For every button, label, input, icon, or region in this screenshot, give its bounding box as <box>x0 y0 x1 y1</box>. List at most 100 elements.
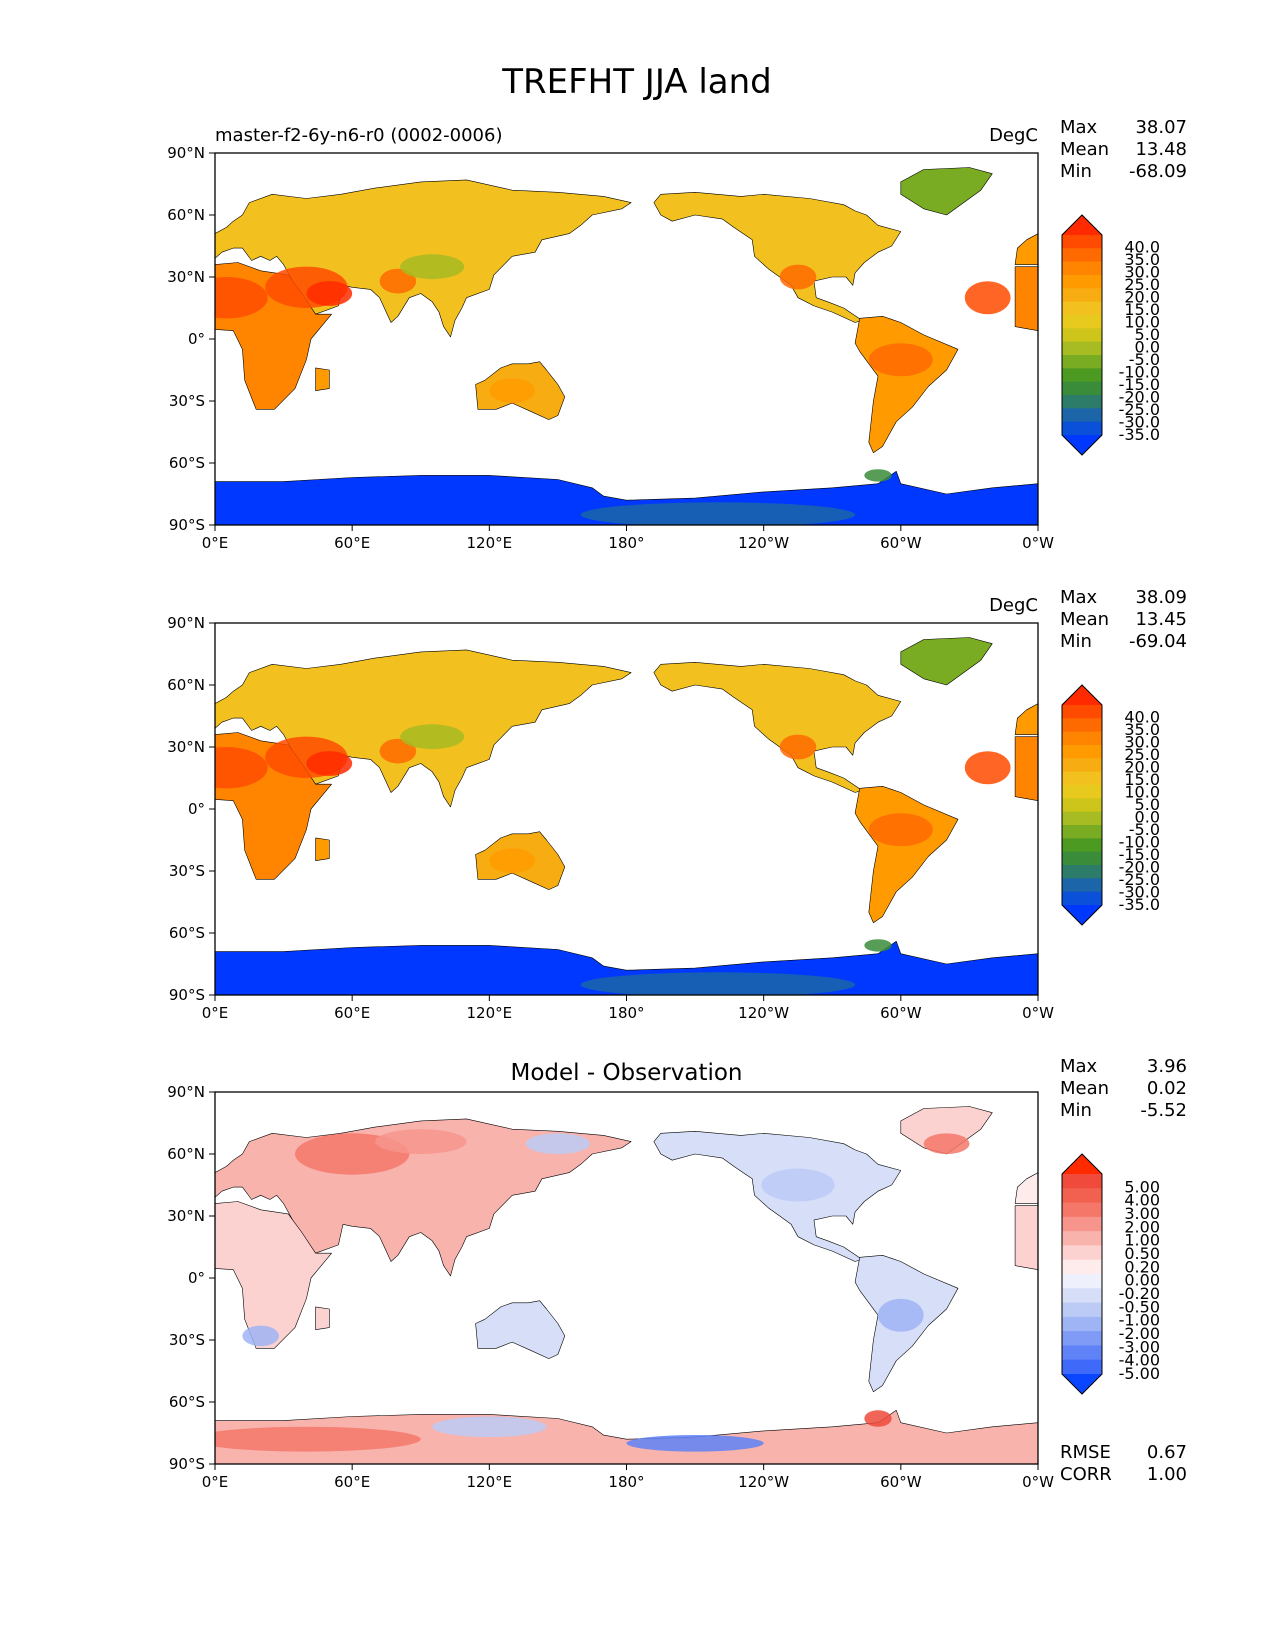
colorbar-segment <box>1062 341 1102 356</box>
stat-corr-value: 1.00 <box>1147 1464 1187 1485</box>
colorbar-segment <box>1062 421 1102 436</box>
stat-corr-label: CORR <box>1060 1464 1112 1485</box>
field-core <box>877 1298 924 1332</box>
colorbar-level-label: -5.00 <box>1119 1364 1160 1383</box>
colorbar: 40.035.030.025.020.015.010.05.00.0-5.0-1… <box>1061 214 1160 456</box>
land-north-america <box>653 192 902 323</box>
stat-mean-value: 13.48 <box>1135 139 1187 160</box>
colorbar-level-label: -3.00 <box>1119 1337 1160 1356</box>
field-core <box>375 1129 467 1154</box>
stats-block: Max 3.96 Mean 0.02 Min -5.52 RMSE 0.67 CORR 1.00 <box>1060 1056 1187 1485</box>
y-tick-label: 30°S <box>169 1331 205 1349</box>
x-tick-label: 0°W <box>1022 534 1054 552</box>
colorbar-segment <box>1062 758 1102 773</box>
field-core <box>400 254 465 280</box>
colorbar: 5.004.003.002.001.000.500.200.00-0.20-0.… <box>1061 1153 1160 1395</box>
land-field <box>215 637 1038 995</box>
field-core <box>864 469 892 482</box>
colorbar-level-label: 2.00 <box>1124 1217 1160 1236</box>
colorbar-level-label: 3.00 <box>1124 1204 1160 1223</box>
colorbar-segment <box>1062 368 1102 383</box>
colorbar-segment <box>1062 355 1102 369</box>
stat-min-value: -68.09 <box>1129 161 1187 182</box>
colorbar-level-label: -0.20 <box>1119 1284 1160 1303</box>
colorbar-level-label: -0.50 <box>1119 1297 1160 1316</box>
stat-max-label: Max <box>1060 117 1098 138</box>
colorbar-level-label: 0.0 <box>1135 338 1160 357</box>
colorbar-level-label: -10.0 <box>1119 833 1160 852</box>
field-core <box>864 1410 892 1427</box>
land-west-africa-wrap <box>1014 266 1038 331</box>
colorbar-segment <box>1062 825 1102 839</box>
colorbar-level-label: 15.0 <box>1124 770 1160 789</box>
y-tick-label: 60°N <box>167 206 205 224</box>
land-greenland <box>900 167 993 216</box>
map-panel-2: 0°E 60°E 120°E 180° 120°W 60°W 0°W 90°N 60°N 30°N… <box>167 587 1187 1022</box>
y-tick-label: 60°N <box>167 1145 205 1163</box>
colorbar-outline <box>1061 684 1103 926</box>
y-tick-label: 0° <box>188 1269 205 1287</box>
colorbar-segment <box>1062 731 1102 746</box>
colorbar-level-label: -35.0 <box>1119 425 1160 444</box>
x-tick-label: 60°W <box>880 534 922 552</box>
stat-mean-value: 13.45 <box>1135 609 1187 630</box>
field-core <box>626 1435 764 1452</box>
stat-mean-label: Mean <box>1060 609 1109 630</box>
stat-min-label: Min <box>1060 631 1092 652</box>
stat-min-value: -69.04 <box>1129 631 1187 652</box>
land-iberia-wrap <box>1014 1172 1038 1204</box>
colorbar-level-label: 10.0 <box>1124 313 1160 332</box>
colorbar-segment <box>1062 301 1102 316</box>
land-africa <box>215 1201 332 1349</box>
x-tick-label: 180° <box>608 534 644 552</box>
colorbar-level-label: 20.0 <box>1124 288 1160 307</box>
y-tick-label: 30°N <box>167 738 205 756</box>
colorbar-level-label: -2.00 <box>1119 1324 1160 1343</box>
stat-min-label: Min <box>1060 161 1092 182</box>
colorbar-extend-max <box>1062 1154 1102 1174</box>
colorbar-extend-min <box>1062 435 1102 455</box>
land-greenland <box>900 637 993 686</box>
colorbar-segment <box>1062 1316 1102 1332</box>
colorbar-segment <box>1062 1174 1102 1189</box>
colorbar-level-label: 35.0 <box>1124 720 1160 739</box>
field-core <box>580 972 856 995</box>
colorbar-level-label: 15.0 <box>1124 300 1160 319</box>
colorbar-level-label: 0.0 <box>1135 808 1160 827</box>
stats-block: Max 38.09 Mean 13.45 Min -69.04 <box>1060 587 1187 652</box>
field-core <box>489 848 536 874</box>
colorbar-segment <box>1062 288 1102 303</box>
colorbar-segment <box>1062 408 1102 423</box>
y-tick-label: 90°S <box>169 516 205 534</box>
figure-title: TREFHT JJA land <box>501 62 772 102</box>
y-tick-label: 90°S <box>169 1455 205 1473</box>
stat-max-label: Max <box>1060 587 1098 608</box>
colorbar-segment <box>1062 811 1102 826</box>
stat-mean-label: Mean <box>1060 1078 1109 1099</box>
field-core <box>779 264 817 290</box>
colorbar-level-label: 25.0 <box>1124 275 1160 294</box>
colorbar-segment <box>1062 248 1102 263</box>
colorbar-segment <box>1062 1188 1102 1204</box>
y-tick-label: 60°S <box>169 1393 205 1411</box>
colorbar-level-label: 40.0 <box>1124 708 1160 727</box>
land-madagascar <box>315 837 330 861</box>
field-core <box>215 1426 421 1452</box>
colorbar-segment <box>1062 1245 1102 1261</box>
colorbar-segment <box>1062 1288 1102 1304</box>
land-north-america <box>653 662 902 793</box>
colorbar-segment <box>1062 1231 1102 1247</box>
land-field <box>215 167 1038 525</box>
land-madagascar <box>315 367 330 391</box>
stat-mean-value: 0.02 <box>1147 1078 1187 1099</box>
colorbar-segment <box>1062 1345 1102 1361</box>
x-tick-label: 60°W <box>880 1473 922 1491</box>
colorbar-level-label: -15.0 <box>1119 375 1160 394</box>
field-core <box>761 1168 835 1202</box>
colorbar-level-label: -35.0 <box>1119 895 1160 914</box>
colorbar-outline <box>1061 1153 1103 1395</box>
stat-max-value: 38.07 <box>1135 117 1187 138</box>
colorbar-segment <box>1062 745 1102 759</box>
land-west-africa-wrap <box>1014 736 1038 801</box>
